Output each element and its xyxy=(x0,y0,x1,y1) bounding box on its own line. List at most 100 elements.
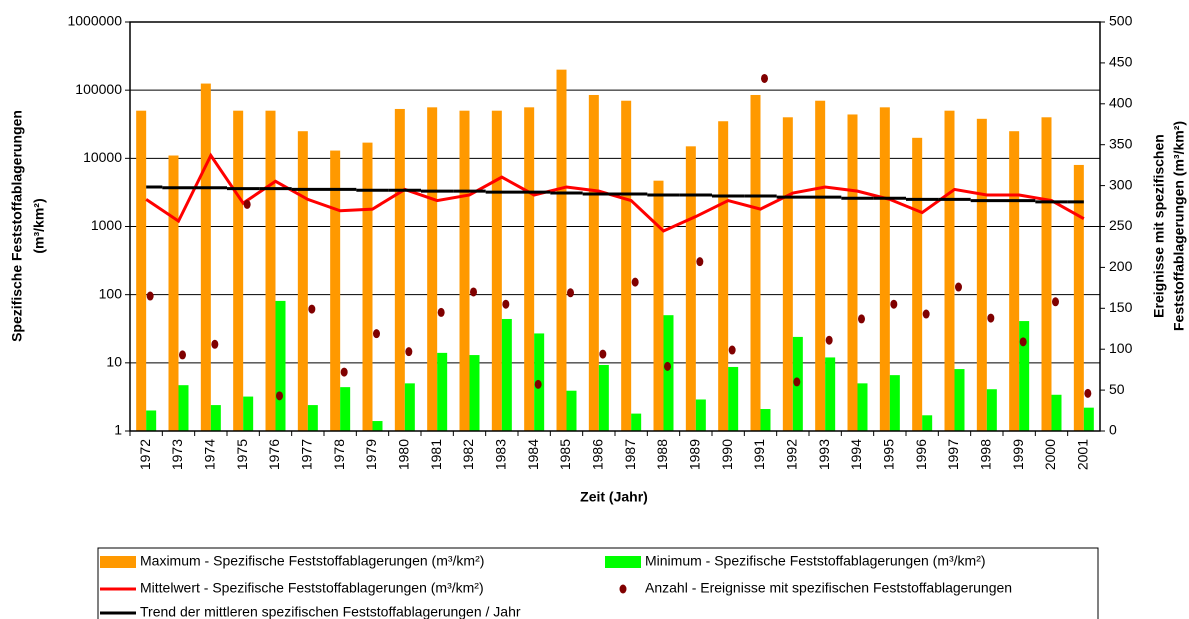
dot xyxy=(728,345,736,355)
y-axis-label: (m³/km²) xyxy=(31,198,47,253)
plot-frame xyxy=(129,21,1101,432)
y2-tick-label: 500 xyxy=(1109,13,1133,29)
x-tick-label: 1996 xyxy=(913,439,929,470)
bar xyxy=(524,107,535,431)
bar xyxy=(944,110,955,431)
bar xyxy=(847,114,858,431)
x-tick-label: 1987 xyxy=(622,439,638,470)
dot xyxy=(437,307,445,317)
bar xyxy=(1051,394,1062,431)
bar xyxy=(275,300,286,431)
x-tick-label: 1980 xyxy=(396,439,412,470)
dot xyxy=(211,339,219,349)
x-tick-label: 1998 xyxy=(978,439,994,470)
bar xyxy=(986,389,997,431)
bar xyxy=(427,107,438,431)
x-tick-label: 1991 xyxy=(751,439,767,470)
dot xyxy=(793,377,801,387)
x-tick-label: 1990 xyxy=(719,439,735,470)
bar xyxy=(728,366,739,431)
legend-swatch xyxy=(100,556,136,568)
bar xyxy=(178,385,189,431)
x-tick-label: 1988 xyxy=(654,439,670,470)
dot xyxy=(146,291,154,301)
y2-tick-label: 350 xyxy=(1109,135,1133,151)
x-tick-label: 1973 xyxy=(169,439,185,470)
dot xyxy=(955,282,962,292)
x-tick-label: 1983 xyxy=(493,439,509,470)
dot xyxy=(405,347,413,357)
y-tick-label: 1000 xyxy=(91,217,122,233)
dot xyxy=(373,329,380,339)
y-tick-label: 1 xyxy=(114,422,122,438)
x-tick-label: 1997 xyxy=(945,439,961,470)
y-tick-label: 100 xyxy=(99,285,123,301)
bar xyxy=(954,369,965,431)
x-tick-label: 2001 xyxy=(1075,439,1091,470)
y2-axis-label: Ereignisse mit spezifischen xyxy=(1151,134,1167,318)
dot xyxy=(1019,337,1027,347)
legend-label: Maximum - Spezifische Feststoffablagerun… xyxy=(140,553,484,569)
dot xyxy=(567,288,574,298)
bar xyxy=(210,405,221,431)
bar xyxy=(233,110,244,431)
legend-label: Mittelwert - Spezifische Feststoffablage… xyxy=(140,580,484,596)
dot xyxy=(664,361,671,371)
bar xyxy=(1073,164,1084,431)
legend-swatch xyxy=(619,584,627,594)
dot xyxy=(470,287,477,297)
bar xyxy=(1083,407,1094,431)
x-tick-label: 1994 xyxy=(848,439,864,470)
dot xyxy=(502,299,510,309)
bar xyxy=(200,83,211,431)
bar xyxy=(265,110,276,431)
bar xyxy=(146,410,157,431)
x-tick-label: 1999 xyxy=(1010,439,1026,470)
bar xyxy=(889,375,900,431)
x-tick-label: 1976 xyxy=(266,439,282,470)
dot xyxy=(243,199,251,209)
bar xyxy=(501,318,512,431)
legend-box xyxy=(97,547,1099,619)
x-tick-label: 1984 xyxy=(525,439,541,470)
bar xyxy=(879,107,890,431)
bar xyxy=(1041,117,1052,431)
y2-tick-label: 300 xyxy=(1109,176,1133,192)
legend-label: Anzahl - Ereignisse mit spezifischen Fes… xyxy=(645,580,1012,596)
dot xyxy=(987,313,995,323)
bar xyxy=(912,137,923,432)
bar xyxy=(491,110,502,431)
bar xyxy=(243,396,254,431)
y2-tick-label: 50 xyxy=(1109,381,1125,397)
x-tick-label: 1975 xyxy=(234,439,250,470)
bar xyxy=(1019,321,1030,431)
bar xyxy=(362,142,373,432)
bar xyxy=(718,121,729,431)
bar xyxy=(825,357,836,431)
bar xyxy=(469,355,480,431)
dot xyxy=(761,73,768,83)
legend-swatch xyxy=(605,556,641,568)
bar xyxy=(653,180,664,431)
bar xyxy=(459,110,470,431)
bar xyxy=(556,69,567,431)
bar xyxy=(663,315,674,431)
dot xyxy=(696,257,704,267)
bar xyxy=(394,108,405,432)
x-tick-label: 1972 xyxy=(137,439,153,470)
bar xyxy=(621,100,632,431)
y-tick-label: 1000000 xyxy=(67,13,122,29)
dot xyxy=(1084,388,1092,398)
y2-tick-label: 450 xyxy=(1109,54,1133,70)
bar xyxy=(297,131,308,431)
y-tick-label: 10 xyxy=(106,354,122,370)
y-tick-label: 100000 xyxy=(75,81,122,97)
x-tick-label: 2000 xyxy=(1042,439,1058,470)
bar xyxy=(330,150,341,431)
bar xyxy=(976,118,987,432)
dot xyxy=(1052,297,1059,307)
y2-tick-label: 100 xyxy=(1109,340,1133,356)
bar xyxy=(857,383,868,431)
y-tick-label: 10000 xyxy=(83,149,122,165)
